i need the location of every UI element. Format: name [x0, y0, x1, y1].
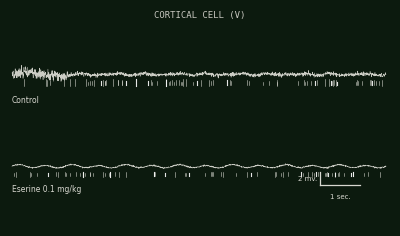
Text: Control: Control [12, 96, 40, 105]
Text: 1 sec.: 1 sec. [330, 194, 350, 199]
Text: Eserine 0.1 mg/kg: Eserine 0.1 mg/kg [12, 185, 81, 194]
Text: 2 mv.: 2 mv. [298, 176, 317, 182]
Text: CORTICAL CELL (V): CORTICAL CELL (V) [154, 11, 246, 20]
